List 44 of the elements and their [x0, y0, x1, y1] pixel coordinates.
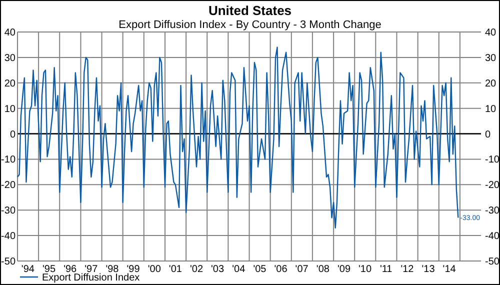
x-tick-label: '95 — [42, 264, 56, 275]
y2-tick-label: 40 — [485, 28, 497, 38]
legend-label: Export Diffusion Index — [42, 272, 140, 284]
y-tick-label: -30 — [1, 206, 16, 217]
x-tick-label: '96 — [64, 264, 78, 275]
y-tick-label: -50 — [1, 256, 16, 268]
y2-tick-label: -30 — [485, 206, 500, 217]
y-tick-label: 0 — [10, 129, 16, 140]
y2-tick-label: -20 — [485, 180, 500, 192]
chart-subtitle: Export Diffusion Index - By Country - 3 Month Change — [118, 19, 382, 31]
x-tick-label: '99 — [126, 264, 140, 275]
x-tick-label: '13 — [422, 264, 436, 275]
y-tick-label: -20 — [1, 180, 16, 192]
x-tick-label: '00 — [148, 264, 162, 275]
y2-tick-label: 30 — [485, 52, 497, 64]
x-tick-label: '04 — [232, 264, 246, 275]
x-tick-label: '03 — [211, 264, 224, 275]
x-tick-label: '14 — [442, 264, 456, 275]
y2-tick-label: -10 — [485, 154, 500, 166]
x-tick-label: '07 — [295, 264, 309, 275]
x-tick-label: '98 — [106, 264, 120, 275]
y-tick-label: -40 — [1, 231, 16, 242]
x-tick-label: '12 — [400, 264, 414, 275]
y-tick-label: 10 — [4, 104, 16, 115]
x-tick-label: '11 — [380, 264, 393, 275]
x-tick-label: '09 — [337, 264, 351, 275]
chart-title: United States — [208, 3, 292, 18]
y-tick-label: 30 — [4, 52, 16, 64]
x-tick-label: '10 — [358, 264, 372, 275]
y2-tick-label: -50 — [485, 256, 500, 268]
x-tick-label: '05 — [253, 264, 267, 275]
y2-tick-label: -40 — [485, 231, 500, 242]
x-tick-label: '08 — [316, 264, 330, 275]
x-tick-label: '94 — [21, 264, 35, 275]
x-tick-label: '06 — [274, 264, 288, 275]
y-tick-label: 40 — [4, 28, 16, 38]
x-tick-label: '02 — [190, 264, 204, 275]
y-tick-label: -10 — [1, 154, 16, 166]
y2-tick-label: 10 — [485, 104, 497, 115]
line-series — [16, 46, 459, 229]
x-tick-label: '01 — [168, 264, 182, 275]
y2-tick-label: 0 — [485, 129, 491, 140]
y-tick-label: 20 — [4, 78, 16, 90]
y2-tick-label: 20 — [485, 78, 497, 90]
